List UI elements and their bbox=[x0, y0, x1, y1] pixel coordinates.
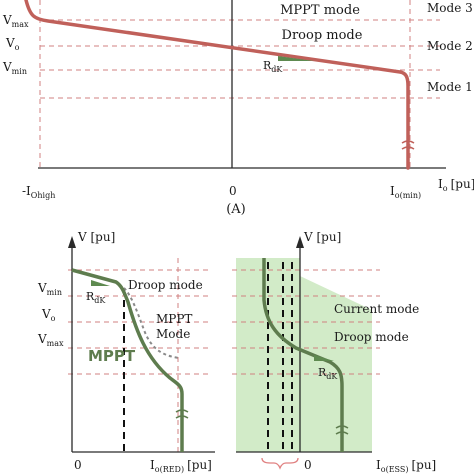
rdk-label-a: RdK bbox=[263, 59, 283, 74]
c-droop-mode-label: Droop mode bbox=[334, 330, 409, 344]
rdk-label-b: RdK bbox=[86, 290, 106, 305]
c-x-axis-label: Io(ESS) [pu] bbox=[376, 458, 436, 474]
b-mppt-mode-line2: Mode bbox=[156, 327, 190, 341]
b-mppt-dotted-curve bbox=[123, 287, 181, 359]
c-brace bbox=[261, 457, 299, 470]
rdk-triangle-b bbox=[91, 280, 110, 286]
mode1-label: Mode 1 bbox=[427, 80, 473, 94]
b-mppt-curve-label: MPPT bbox=[88, 347, 136, 365]
rdk-label-c: RdK bbox=[318, 366, 338, 381]
c-current-mode-label: Current mode bbox=[334, 302, 419, 316]
mode2-label: Mode 2 bbox=[427, 39, 473, 53]
vi-curve-a bbox=[24, 0, 410, 170]
panel-b: V [pu] Vmin Vo Vmax Droop mode MPPT Mode… bbox=[37, 230, 215, 474]
rdk-triangle-c bbox=[314, 355, 334, 361]
vmin-label: Vmin bbox=[2, 60, 27, 76]
c-y-arrow bbox=[296, 236, 304, 248]
b-x-axis-label: Io(RED) [pu] bbox=[150, 458, 212, 474]
b-y-arrow bbox=[68, 236, 76, 248]
b-x-zero: 0 bbox=[74, 458, 82, 472]
panel-a: Vmax Vo Vmin MPPT mode Droop mode RdK Mo… bbox=[2, 0, 474, 217]
c-y-axis-label: V [pu] bbox=[303, 230, 341, 244]
b-break-mark bbox=[175, 409, 189, 419]
droop-mode-label: Droop mode bbox=[282, 28, 363, 43]
vi-curve-b bbox=[71, 268, 184, 452]
x-tick-zero: 0 bbox=[229, 184, 237, 198]
panel-c: V [pu] Current mode Droop mode RdK 0 Io(… bbox=[232, 230, 436, 474]
vmax-label: Vmax bbox=[2, 13, 29, 29]
x-tick-left: -IOhigh bbox=[22, 184, 55, 200]
vi-curve-c bbox=[262, 258, 344, 452]
mode3-label: Mode 3 bbox=[427, 1, 473, 15]
x-tick-right: Io(min) bbox=[390, 184, 421, 200]
c-shaded-region bbox=[236, 258, 372, 452]
b-droop-label: Droop mode bbox=[128, 278, 203, 292]
rdk-triangle-a bbox=[278, 56, 314, 61]
b-y-axis-label: V [pu] bbox=[77, 230, 115, 244]
caption-a: (A) bbox=[226, 202, 246, 217]
c-x-zero: 0 bbox=[304, 458, 312, 472]
vo-label: Vo bbox=[5, 36, 20, 52]
b-mppt-mode-line1: MPPT bbox=[156, 312, 192, 326]
c-break-mark bbox=[335, 425, 349, 435]
b-vmin-label: Vmin bbox=[37, 281, 62, 297]
x-axis-label-a: Io [pu] bbox=[438, 177, 474, 193]
mppt-mode-label: MPPT mode bbox=[280, 3, 360, 18]
curve-break-mark bbox=[401, 140, 415, 150]
b-vmax-label: Vmax bbox=[37, 332, 64, 348]
b-vo-label: Vo bbox=[41, 307, 56, 323]
